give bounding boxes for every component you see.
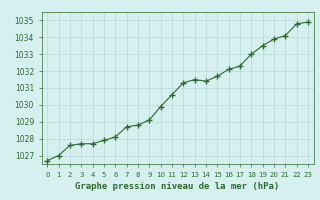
X-axis label: Graphe pression niveau de la mer (hPa): Graphe pression niveau de la mer (hPa)	[76, 182, 280, 191]
